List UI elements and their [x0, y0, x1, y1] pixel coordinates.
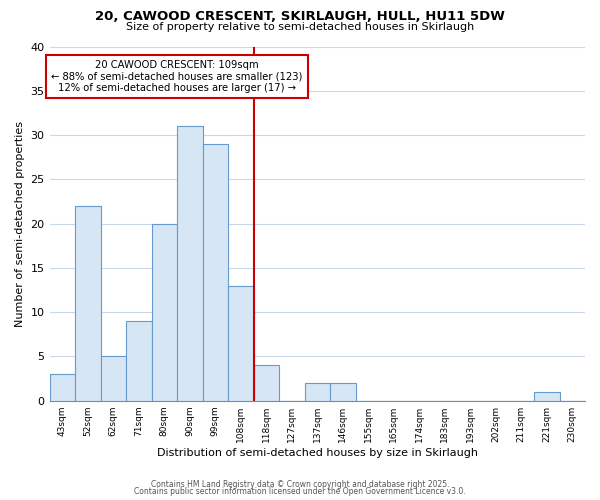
Text: Contains public sector information licensed under the Open Government Licence v3: Contains public sector information licen… [134, 487, 466, 496]
Bar [330, 383, 356, 400]
Bar [101, 356, 126, 401]
Bar [228, 286, 254, 401]
Bar [126, 321, 152, 400]
Bar [254, 366, 279, 400]
Bar [177, 126, 203, 400]
X-axis label: Distribution of semi-detached houses by size in Skirlaugh: Distribution of semi-detached houses by … [157, 448, 478, 458]
Bar [203, 144, 228, 401]
Text: Contains HM Land Registry data © Crown copyright and database right 2025.: Contains HM Land Registry data © Crown c… [151, 480, 449, 489]
Bar [75, 206, 101, 400]
Bar [534, 392, 560, 400]
Bar [152, 224, 177, 400]
Text: Size of property relative to semi-detached houses in Skirlaugh: Size of property relative to semi-detach… [126, 22, 474, 32]
Text: 20 CAWOOD CRESCENT: 109sqm
← 88% of semi-detached houses are smaller (123)
12% o: 20 CAWOOD CRESCENT: 109sqm ← 88% of semi… [52, 60, 303, 93]
Y-axis label: Number of semi-detached properties: Number of semi-detached properties [15, 120, 25, 326]
Bar [305, 383, 330, 400]
Bar [50, 374, 75, 400]
Text: 20, CAWOOD CRESCENT, SKIRLAUGH, HULL, HU11 5DW: 20, CAWOOD CRESCENT, SKIRLAUGH, HULL, HU… [95, 10, 505, 23]
